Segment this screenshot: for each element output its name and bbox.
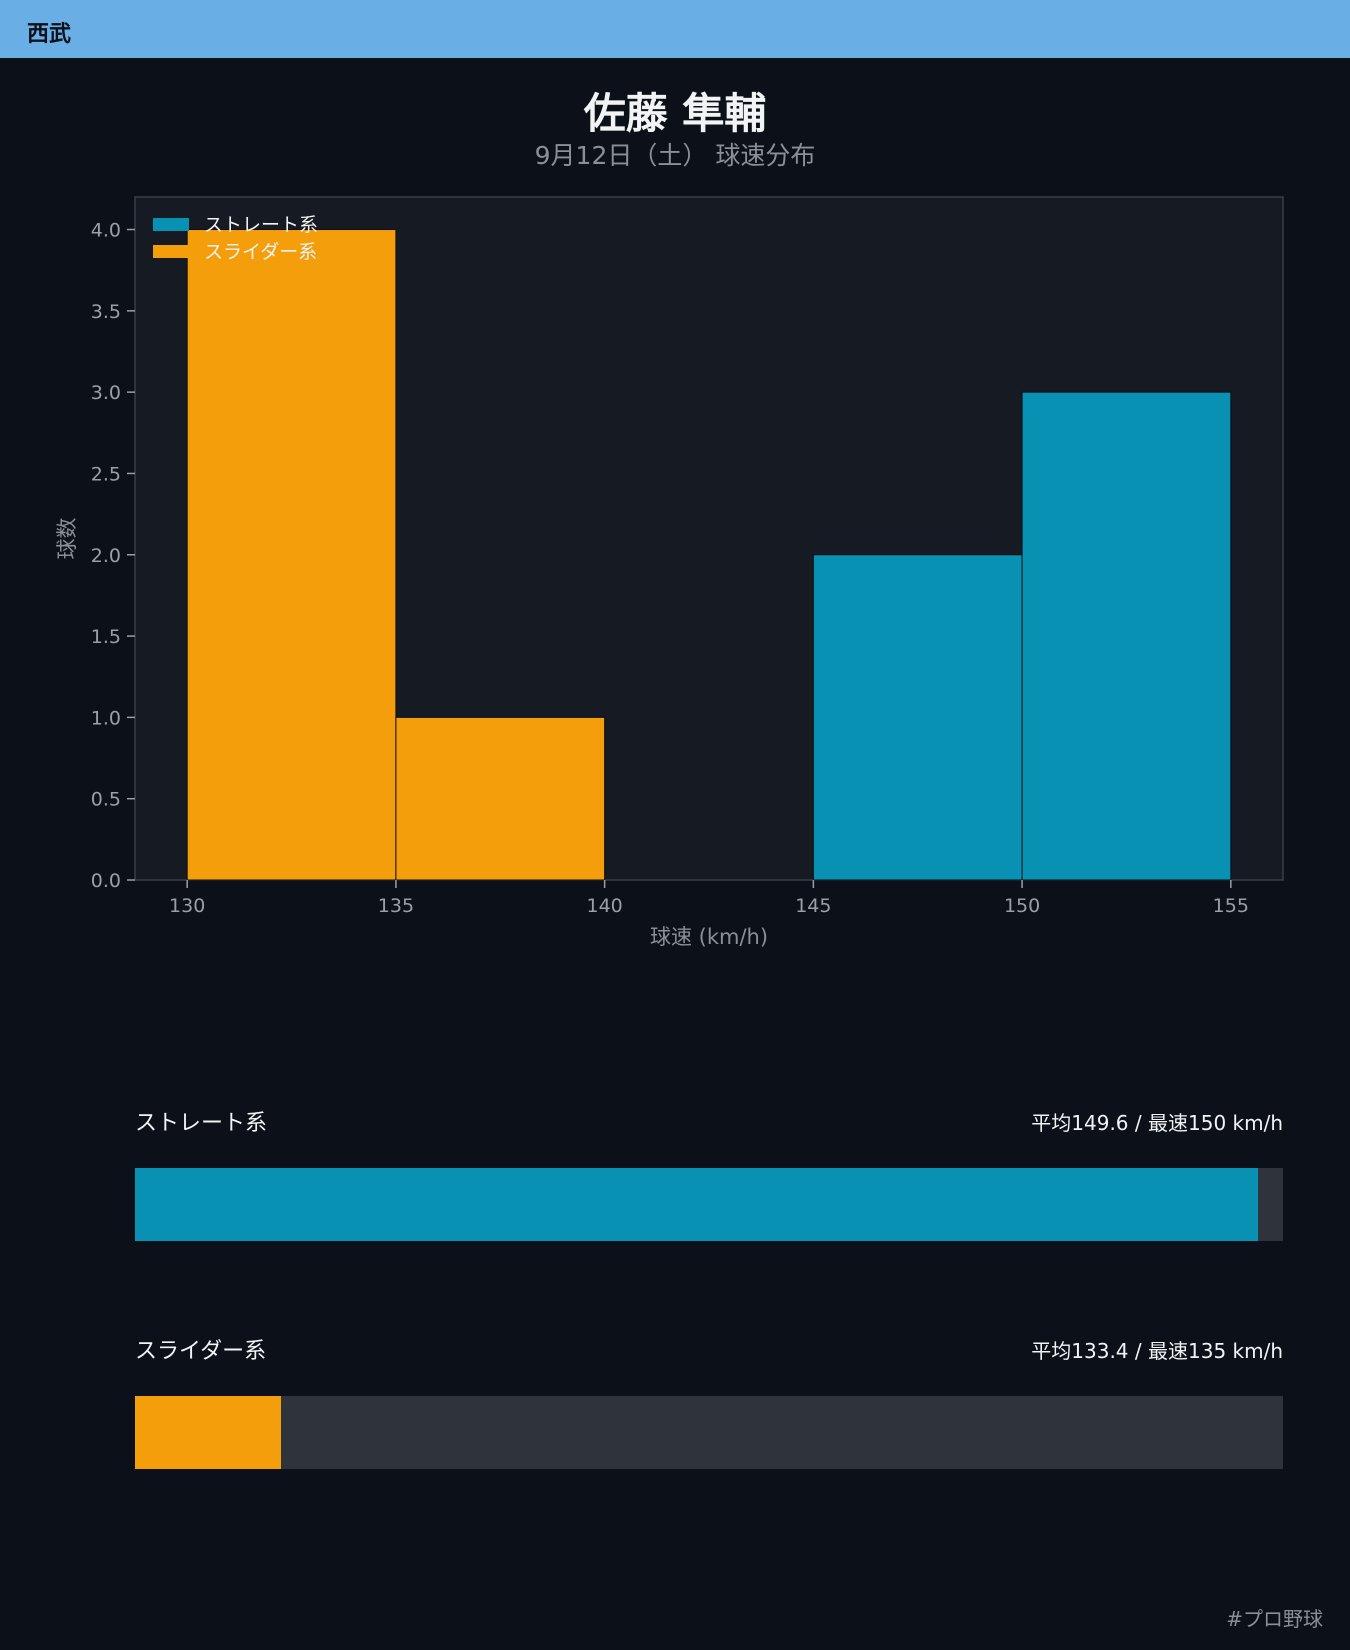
x-tick-label: 155 [1213,895,1249,917]
y-tick-label: 4.0 [91,220,121,242]
hashtag: #プロ野球 [1226,1607,1323,1631]
stat-bar-track-slider [135,1396,1283,1469]
stat-value-slider: 平均133.4 / 最速135 km/h [1031,1339,1283,1363]
page-subtitle: 9月12日（土） 球速分布 [534,141,816,170]
y-axis-label: 球数 [55,518,79,560]
stat-value-straight: 平均149.6 / 最速150 km/h [1031,1111,1283,1135]
bar-slider-130 [186,229,397,881]
legend-label-straight: ストレート系 [204,214,318,236]
x-tick-label: 145 [795,895,831,917]
team-name: 西武 [27,22,72,47]
x-tick-label: 135 [378,895,414,917]
y-tick-label: 1.5 [91,626,121,648]
y-tick-label: 0.0 [91,870,121,892]
y-tick-label: 3.0 [91,382,121,404]
bar-slider-135 [395,716,606,881]
y-tick-label: 1.0 [91,707,121,729]
y-tick-label: 3.5 [91,301,121,323]
y-tick-label: 0.5 [91,789,121,811]
legend-swatch-straight [153,218,189,231]
legend-swatch-slider [153,245,189,258]
y-tick-label: 2.0 [91,545,121,567]
x-tick-label: 150 [1004,895,1040,917]
header-bar: 西武 [0,0,1350,58]
stat-bar-track-straight [135,1168,1283,1241]
stat-bar-fill-slider [135,1396,281,1469]
y-tick-label: 2.5 [91,463,121,485]
bar-straight-145 [812,554,1023,881]
x-axis-label: 球速 (km/h) [650,925,768,949]
x-tick-label: 130 [169,895,205,917]
legend-label-slider: スライダー系 [204,241,317,263]
velocity-histogram: 130 135 140 145 150 155 0.0 0.5 1.0 1.5 2.0 2.5 3.0 3… [55,196,1284,949]
stat-bar-fill-straight [135,1168,1258,1241]
stat-name-straight: ストレート系 [135,1111,268,1136]
bar-straight-150 [1021,391,1232,881]
stat-name-slider: スライダー系 [135,1339,267,1364]
page-title: 佐藤 隼輔 [583,89,767,138]
x-tick-label: 140 [587,895,623,917]
